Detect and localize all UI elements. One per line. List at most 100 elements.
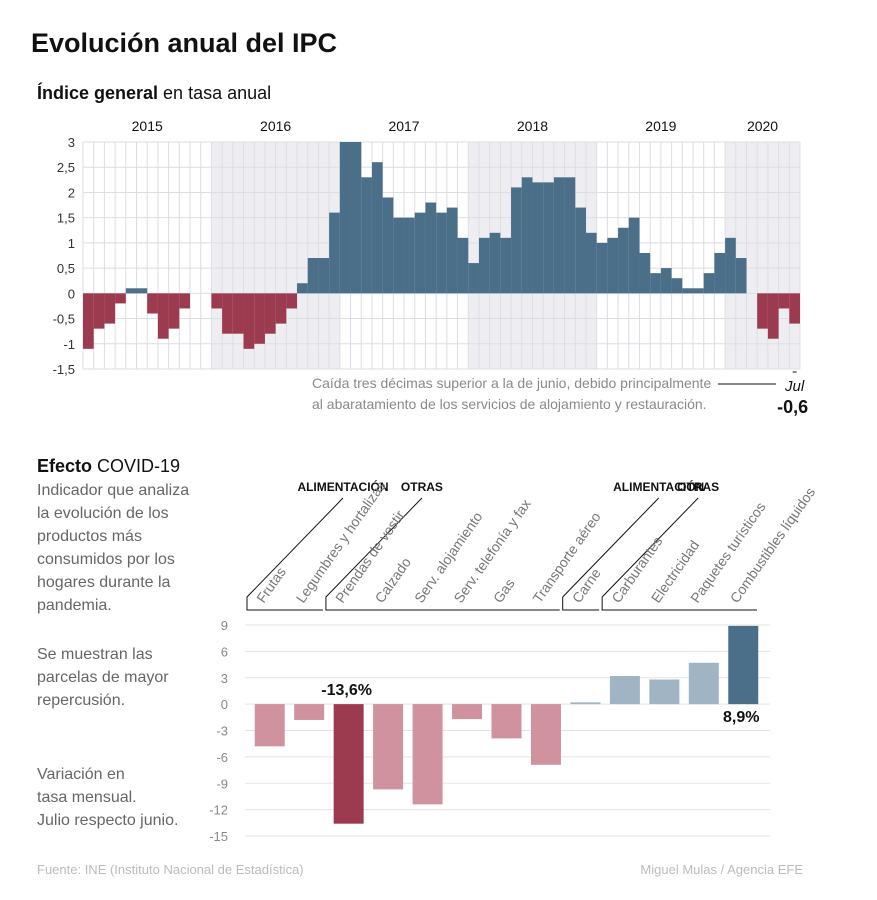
group-label: ALIMENTACIÓN <box>297 479 388 494</box>
group-label: OTRAS <box>401 480 443 494</box>
bar <box>789 293 800 324</box>
bar <box>211 293 223 309</box>
bar <box>254 293 265 344</box>
bar <box>728 625 759 705</box>
y-tick-label: 0 <box>68 286 75 301</box>
bar <box>333 704 364 824</box>
bar <box>232 293 244 334</box>
y-tick-label: -1,5 <box>53 362 75 377</box>
bar <box>297 283 308 294</box>
bar <box>725 237 736 294</box>
bar <box>489 232 501 294</box>
side-text: Se muestran las <box>37 646 153 663</box>
x-tick-label: Gas <box>490 576 518 606</box>
y-tick-label: -6 <box>216 750 228 765</box>
bar <box>682 288 693 294</box>
value-label: -13,6% <box>321 682 372 699</box>
y-tick-label: 2 <box>68 185 75 200</box>
bar <box>147 293 158 314</box>
bar <box>286 293 298 309</box>
bar <box>93 293 105 329</box>
x-tick-label: Calzado <box>371 554 414 605</box>
side-text: Julio respecto junio. <box>37 812 178 829</box>
bar <box>714 252 726 294</box>
bar <box>136 288 148 294</box>
bar <box>264 293 276 334</box>
bar <box>692 288 704 294</box>
side-text: tasa mensual. <box>37 789 137 806</box>
bar <box>607 237 619 294</box>
bar <box>457 237 469 294</box>
bar <box>168 293 180 329</box>
bar <box>530 704 561 765</box>
bar <box>382 197 394 294</box>
bar <box>618 227 629 294</box>
bar <box>275 293 287 324</box>
y-tick-label: 3 <box>68 135 75 150</box>
bar <box>521 177 533 294</box>
bar <box>115 293 126 304</box>
page-title: Evolución anual del IPC <box>31 28 337 58</box>
year-band <box>725 142 800 369</box>
bar <box>570 702 601 705</box>
y-tick-label: -0,5 <box>53 312 75 327</box>
y-tick-label: 6 <box>221 644 228 659</box>
y-tick-label: -3 <box>216 724 228 739</box>
y-tick-label: 9 <box>221 618 228 633</box>
bar <box>452 704 483 720</box>
bar <box>446 207 458 294</box>
x-tick-label: Paquetes turísticos <box>687 499 768 606</box>
group-bracket <box>601 497 757 611</box>
bar <box>294 704 325 720</box>
y-tick-label: -1 <box>63 337 75 352</box>
y-tick-label: 2,5 <box>57 160 75 175</box>
bar <box>125 288 137 294</box>
chart-title-rest: COVID-19 <box>97 456 180 476</box>
bar <box>222 293 233 334</box>
bar <box>553 177 565 294</box>
bar <box>414 212 426 294</box>
bar <box>543 182 554 294</box>
chart-title: Índice general en tasa anual <box>37 82 271 103</box>
group-label: OTRAS <box>677 480 719 494</box>
value-label: 8,9% <box>723 709 759 726</box>
side-text: consumidos por los <box>37 551 175 568</box>
bar <box>157 293 169 339</box>
bar <box>767 293 779 339</box>
chart-title-rest: en tasa anual <box>163 83 271 103</box>
group-bracket <box>246 497 344 611</box>
bar <box>361 177 372 294</box>
bar <box>609 675 640 705</box>
group-bracket <box>325 497 560 611</box>
bar <box>425 202 437 294</box>
bar <box>318 258 330 294</box>
side-text: Variación en <box>37 766 125 783</box>
bar <box>307 258 319 294</box>
bar <box>650 273 661 294</box>
bar <box>468 263 479 294</box>
bar <box>339 142 351 294</box>
bar <box>412 704 443 805</box>
bar <box>329 212 340 294</box>
annotation: Caída tres décimas superior a la de juni… <box>312 375 711 391</box>
x-tick-label: Serv. alojamiento <box>411 509 486 606</box>
bar <box>83 293 94 349</box>
bar <box>778 293 790 309</box>
bar <box>703 273 715 294</box>
annotation-label: Jul <box>784 378 805 395</box>
bar <box>500 237 512 294</box>
bar <box>596 242 608 294</box>
year-label: 2017 <box>388 118 419 134</box>
year-label: 2015 <box>132 118 163 134</box>
side-text: parcelas de mayor <box>37 669 169 686</box>
y-tick-label: 0,5 <box>57 261 75 276</box>
bar <box>564 177 576 294</box>
bar <box>404 217 415 294</box>
bar <box>688 662 719 705</box>
bar <box>575 207 586 294</box>
chart-title: Efecto COVID-19 <box>37 456 180 476</box>
year-label: 2019 <box>645 118 676 134</box>
x-tick-label: Serv. telefonía y fax <box>450 496 533 606</box>
bar <box>757 293 768 329</box>
bar <box>478 237 490 294</box>
